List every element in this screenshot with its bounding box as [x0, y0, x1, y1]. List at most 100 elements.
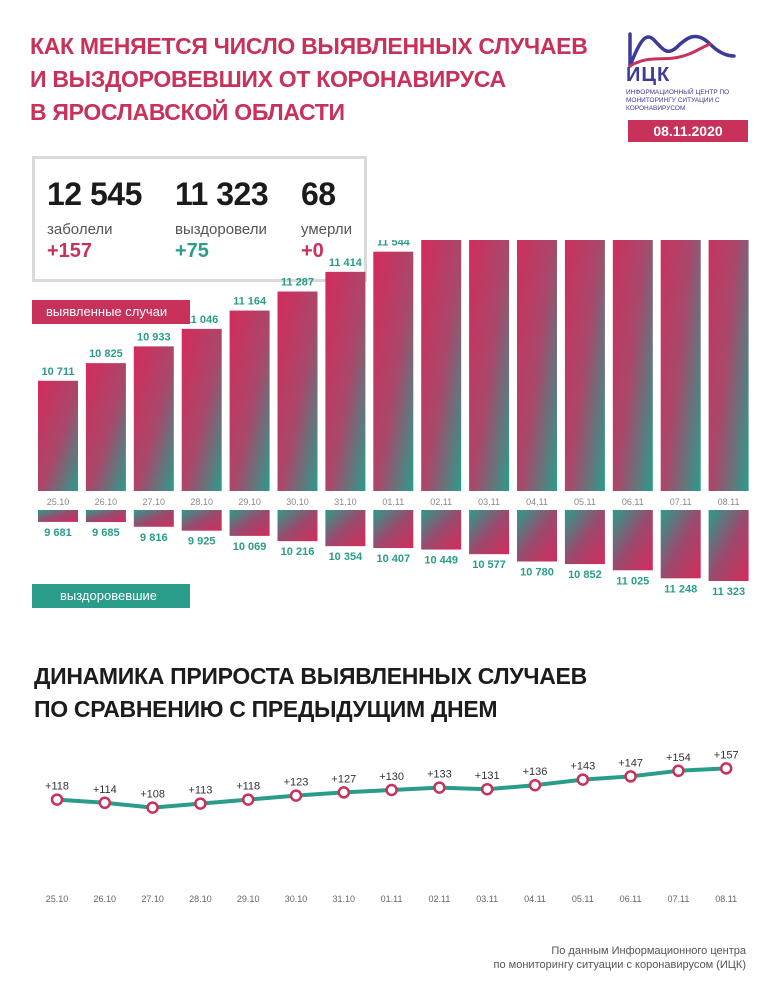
line-x-label: 04.11: [524, 894, 546, 904]
line-x-label: 01.11: [381, 894, 403, 904]
line-x-label: 06.11: [620, 894, 642, 904]
line-x-label: 31.10: [333, 894, 356, 904]
bar-recovered: [325, 510, 366, 547]
bar-cases-label: 11 414: [329, 257, 363, 269]
line-point-label: +157: [714, 749, 739, 761]
line-x-label: 07.11: [667, 894, 689, 904]
date-badge: 08.11.2020: [628, 120, 748, 142]
bar-cases: [660, 240, 701, 492]
bar-recovered: [708, 510, 749, 582]
bar-cases: [421, 240, 462, 491]
bar-cases: [469, 240, 510, 491]
line-point-label: +118: [45, 781, 69, 793]
bar-date-label: 30.10: [286, 497, 309, 507]
line-point: [337, 786, 351, 799]
section-title-line-1: ДИНАМИКА ПРИРОСТА ВЫЯВЛЕННЫХ СЛУЧАЕВ: [34, 663, 587, 689]
bar-cases-label: 11 287: [281, 277, 314, 289]
line-point-label: +114: [93, 784, 117, 796]
line-point: [528, 778, 542, 792]
bar-cases-label: 10 711: [41, 366, 74, 378]
line-x-label: 27.10: [141, 894, 164, 904]
line-point-label: +131: [475, 770, 500, 782]
line-x-label: 03.11: [476, 894, 498, 904]
line-point: [385, 783, 398, 797]
bar-recovered-label: 10 069: [233, 541, 267, 553]
bar-recovered-label: 10 577: [472, 559, 506, 571]
stat-deaths-delta: +0: [301, 240, 324, 262]
bar-date-label: 01.11: [382, 497, 404, 507]
bar-date-label: 29.10: [238, 497, 261, 507]
bar-cases-label: 11 164: [233, 296, 267, 308]
bar-date-label: 25.10: [47, 497, 70, 507]
line-point-label: +136: [523, 766, 548, 778]
line-point-label: +130: [379, 771, 404, 783]
bar-cases: [325, 271, 366, 491]
line-point-label: +113: [188, 785, 212, 797]
stats-box: 12 545 заболели +157 11 323 выздоровели …: [32, 156, 367, 282]
bar-date-label: 04.11: [526, 497, 548, 507]
title-line-1: КАК МЕНЯЕТСЯ ЧИСЛО ВЫЯВЛЕННЫХ СЛУЧАЕВ: [30, 33, 588, 59]
logo: ИЦК ИНФОРМАЦИОННЫЙ ЦЕНТР ПО МОНИТОРИНГУ …: [626, 26, 750, 113]
line-point-label: +123: [284, 777, 309, 789]
stat-recovered: 11 323 выздоровели +75: [175, 176, 269, 263]
bar-recovered-label: 9 681: [44, 527, 72, 539]
bar-recovered: [277, 510, 318, 542]
bar-cases-label: 11 046: [185, 314, 218, 326]
title-line-2: И ВЫЗДОРОВЕВШИХ ОТ КОРОНАВИРУСА: [30, 66, 506, 92]
line-x-label: 26.10: [94, 894, 117, 904]
legend-recovered-tag: выздоровевшие: [32, 584, 190, 608]
stat-deaths: 68 умерли +0: [301, 177, 352, 263]
line-point: [194, 797, 207, 810]
bar-date-label: 27.10: [143, 497, 166, 507]
stat-recovered-delta: +75: [175, 240, 209, 262]
line-x-label: 05.11: [572, 894, 594, 904]
line-point-label: +143: [570, 761, 595, 773]
bar-recovered: [85, 510, 126, 523]
bar-recovered: [421, 510, 462, 550]
logo-subtitle: ИНФОРМАЦИОННЫЙ ЦЕНТР ПО МОНИТОРИНГУ СИТУ…: [626, 89, 730, 112]
stat-recovered-label: выздоровели: [175, 221, 267, 238]
stat-cases-label: заболели: [47, 221, 113, 238]
line-point: [289, 789, 303, 802]
bar-cases: [373, 251, 414, 491]
line-x-label: 25.10: [46, 894, 69, 904]
line-x-label: 08.11: [715, 894, 737, 904]
source-note: По данным Информационного центра по мони…: [494, 944, 746, 972]
line-x-label: 02.11: [428, 894, 450, 904]
bar-recovered: [38, 510, 78, 522]
bar-recovered-label: 10 780: [520, 566, 554, 578]
bar-recovered: [517, 510, 557, 562]
line-chart: +118 25.10 +114 26.10 +108 27.10 +113 28.10 +118…: [45, 749, 739, 904]
bar-recovered-label: 9 816: [140, 532, 168, 544]
section-title-line-2: ПО СРАВНЕНИЮ С ПРЕДЫДУЩИМ ДНЕМ: [34, 696, 498, 722]
bar-cases: [229, 310, 270, 491]
bar-date-label: 31.10: [334, 497, 357, 507]
line-point-label: +133: [427, 769, 452, 781]
line-point: [50, 793, 64, 806]
bar-recovered: [564, 510, 605, 565]
bar-chart: 10 711 25.10 9 681 10 825 26.10 9 685 10 933 27…: [38, 240, 749, 598]
bar-recovered-label: 11 248: [664, 583, 697, 595]
bar-recovered: [660, 510, 701, 579]
bar-date-label: 07.11: [670, 497, 692, 507]
bar-date-label: 05.11: [574, 497, 596, 507]
stat-cases-value: 12 545: [47, 176, 142, 212]
bar-recovered-label: 9 685: [92, 527, 120, 539]
logo-abbr: ИЦК: [626, 64, 671, 86]
line-point-label: +147: [618, 757, 643, 769]
bar-cases: [181, 328, 222, 491]
bar-recovered: [133, 510, 174, 527]
bar-recovered: [469, 510, 510, 555]
bar-cases: [38, 380, 78, 491]
bar-cases: [564, 240, 605, 491]
bar-recovered: [229, 510, 270, 536]
bar-recovered-label: 10 449: [424, 555, 458, 567]
line-point: [624, 770, 637, 783]
bar-cases: [517, 240, 557, 491]
stat-recovered-value: 11 323: [175, 176, 269, 212]
bar-cases: [277, 291, 318, 491]
line-point-label: +108: [140, 789, 165, 801]
stat-cases: 12 545 заболели +157: [47, 177, 142, 263]
line-point: [433, 781, 446, 794]
line-point-label: +118: [236, 781, 260, 793]
